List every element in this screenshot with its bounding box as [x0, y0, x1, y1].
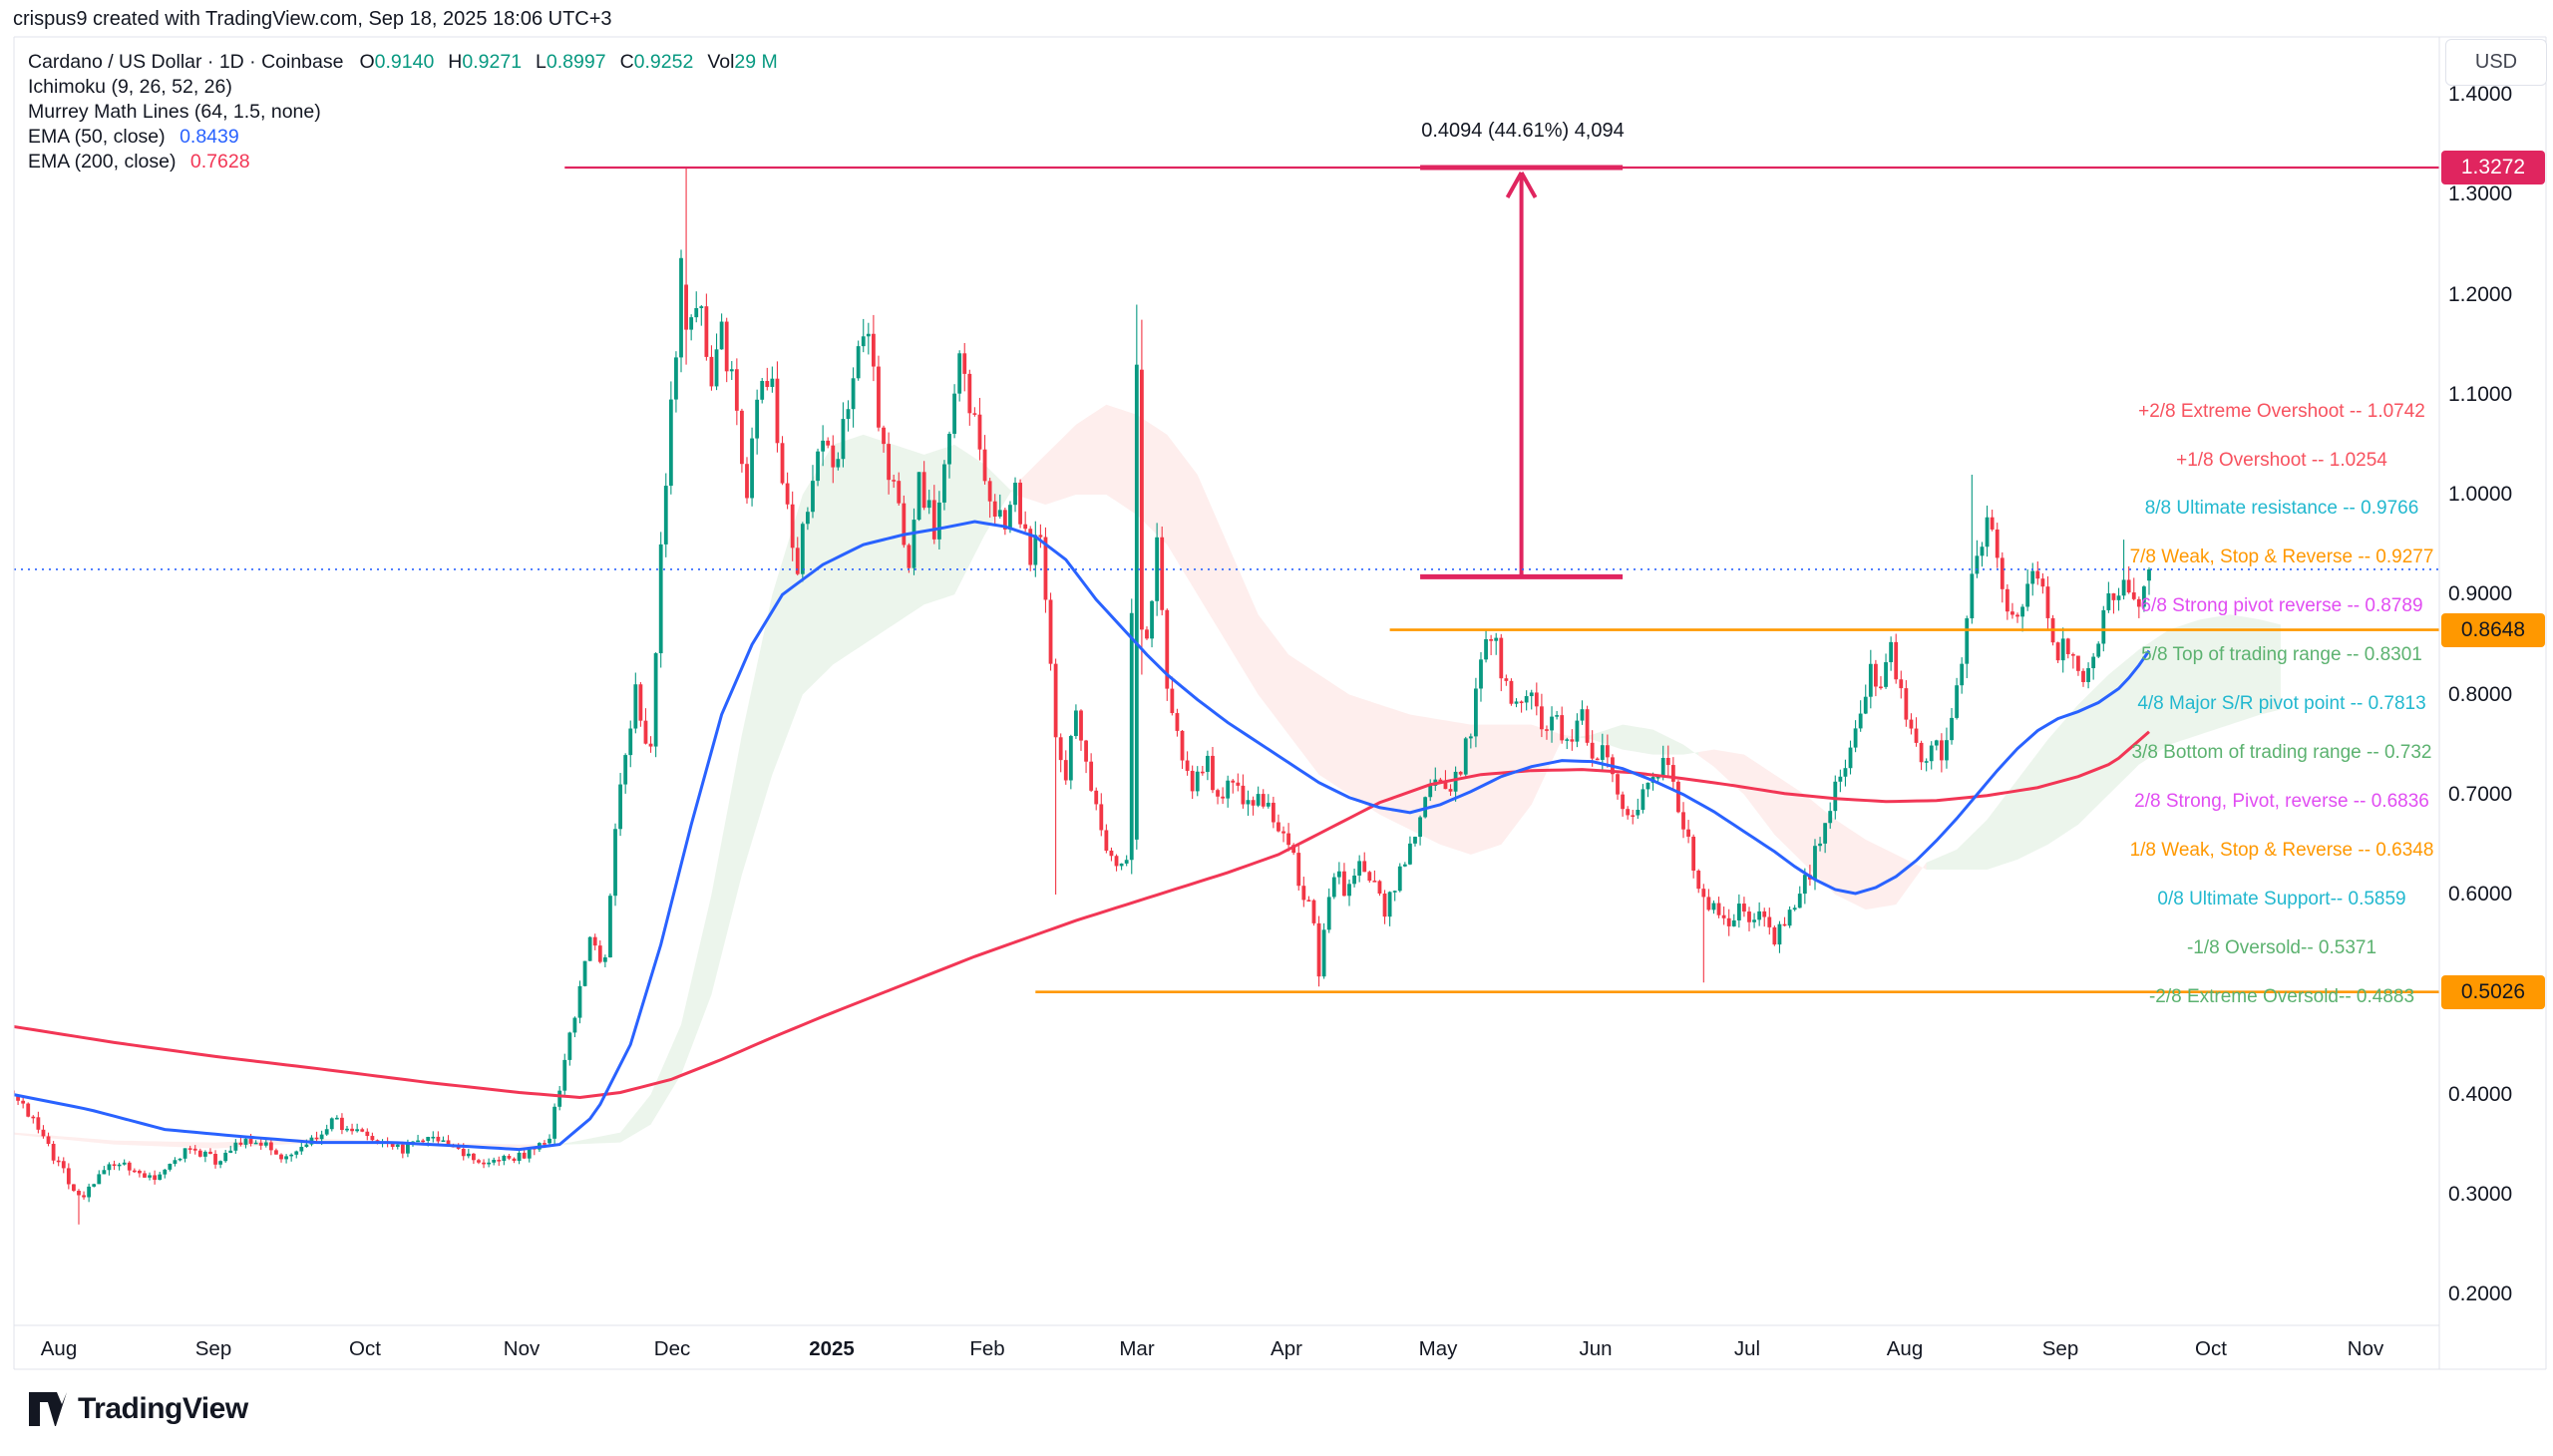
murrey-label-0.6836: 2/8 Strong, Pivot, reverse -- 0.6836: [2134, 791, 2429, 813]
month-label-Nov: Nov: [2347, 1337, 2384, 1360]
ohlc-h: H0.9271: [448, 51, 523, 73]
price-badge-0.5026: 0.5026: [2441, 974, 2545, 1009]
price-tick-0.2000: 0.2000: [2448, 1282, 2513, 1305]
murrey-label-1.0742: +2/8 Extreme Overshoot -- 1.0742: [2138, 400, 2425, 422]
month-label-Oct: Oct: [2195, 1337, 2227, 1360]
chart-legend: Cardano / US Dollar · 1D · Coinbase O0.9…: [28, 50, 778, 175]
month-label-May: May: [1418, 1337, 1458, 1360]
murrey-label-0.5859: 0/8 Ultimate Support-- 0.5859: [2157, 889, 2406, 910]
price-tick-0.3000: 0.3000: [2448, 1182, 2513, 1206]
symbol-row[interactable]: Cardano / US Dollar · 1D · Coinbase O0.9…: [28, 50, 778, 75]
ema200-value: 0.7628: [189, 151, 250, 173]
price-range-annotation[interactable]: 0.4094 (44.61%) 4,094: [1421, 120, 1625, 142]
month-label-Sep: Sep: [194, 1337, 232, 1360]
ohlc-l: L0.8997: [536, 51, 606, 73]
price-range-arrow[interactable]: [1420, 165, 1624, 579]
murrey-label-0.5371: -1/8 Oversold-- 0.5371: [2186, 937, 2377, 959]
price-tick-0.6000: 0.6000: [2448, 883, 2513, 906]
tradingview-logo-text: TradingView: [78, 1392, 248, 1425]
price-tick-1.2000: 1.2000: [2448, 282, 2513, 306]
month-label-2025: 2025: [809, 1337, 855, 1360]
month-label-Feb: Feb: [969, 1337, 1005, 1360]
month-label-Aug: Aug: [1886, 1337, 1924, 1360]
ohlc-values: O0.9140 H0.9271 L0.8997 C0.9252 Vol29 M: [359, 50, 777, 75]
murrey-label-1.0254: +1/8 Overshoot -- 1.0254: [2176, 449, 2387, 471]
month-label-Jun: Jun: [1579, 1337, 1613, 1360]
month-label-Apr: Apr: [1271, 1337, 1302, 1360]
price-tick-0.8000: 0.8000: [2448, 682, 2513, 706]
currency-usd-button[interactable]: USD: [2445, 39, 2547, 86]
murrey-label-0.8301: 5/8 Top of trading range -- 0.8301: [2141, 644, 2422, 666]
ema200-label: EMA (200, close): [28, 151, 177, 173]
price-tick-1.1000: 1.1000: [2448, 382, 2513, 406]
price-tick-0.9000: 0.9000: [2448, 582, 2513, 606]
candles: [14, 167, 2151, 1225]
murrey-label-0.9277: 7/8 Weak, Stop & Reverse -- 0.9277: [2129, 546, 2434, 568]
ohlc-vol: Vol29 M: [707, 51, 778, 73]
ichimoku-cloud-bullish: [554, 434, 1016, 1145]
ichimoku-cloud-bearish: [1698, 749, 1927, 910]
tradingview-logo[interactable]: TradingView: [28, 1390, 248, 1428]
month-label-Nov: Nov: [503, 1337, 541, 1360]
ichimoku-cloud-bullish: [1926, 614, 2281, 870]
price-badge-1.3272: 1.3272: [2441, 150, 2545, 184]
murrey-label-0.6348: 1/8 Weak, Stop & Reverse -- 0.6348: [2129, 840, 2434, 862]
ohlc-o: O0.9140: [359, 51, 435, 73]
month-label-Oct: Oct: [349, 1337, 381, 1360]
attribution-text: crispus9 created with TradingView.com, S…: [13, 8, 612, 30]
symbol-title: Cardano / US Dollar · 1D · Coinbase: [28, 51, 344, 73]
ohlc-c: C0.9252: [619, 51, 694, 73]
ema200-line[interactable]: [13, 730, 2150, 1100]
indicator-ema50[interactable]: EMA (50, close) 0.8439: [28, 125, 778, 150]
indicator-ichimoku[interactable]: Ichimoku (9, 26, 52, 26): [28, 76, 232, 98]
month-label-Aug: Aug: [40, 1337, 78, 1360]
month-label-Mar: Mar: [1119, 1337, 1155, 1360]
murrey-label-0.9766: 8/8 Ultimate resistance -- 0.9766: [2144, 498, 2419, 520]
murrey-label-0.7813: 4/8 Major S/R pivot point -- 0.7813: [2137, 693, 2426, 715]
ema50-line[interactable]: [13, 520, 2151, 1152]
ema50-value: 0.8439: [180, 126, 239, 148]
price-tick-1.0000: 1.0000: [2448, 483, 2513, 506]
murrey-label-0.7324: 3/8 Bottom of trading range -- 0.732: [2131, 742, 2432, 764]
month-label-Sep: Sep: [2041, 1337, 2079, 1360]
indicator-ema200[interactable]: EMA (200, close) 0.7628: [28, 150, 778, 175]
price-tick-0.4000: 0.4000: [2448, 1082, 2513, 1106]
price-tick-1.4000: 1.4000: [2448, 83, 2513, 106]
price-tick-1.3000: 1.3000: [2448, 182, 2513, 206]
tradingview-logo-icon: [29, 1392, 67, 1426]
price-tick-0.7000: 0.7000: [2448, 782, 2513, 806]
month-label-Dec: Dec: [653, 1337, 691, 1360]
price-badge-0.8648: 0.8648: [2441, 612, 2545, 647]
indicator-murrey[interactable]: Murrey Math Lines (64, 1.5, none): [28, 101, 321, 123]
murrey-label-0.4883: -2/8 Extreme Oversold-- 0.4883: [2148, 985, 2415, 1007]
ichimoku-cloud-bearish: [1015, 404, 1578, 855]
murrey-label-0.8789: 6/8 Strong pivot reverse -- 0.8789: [2140, 595, 2423, 617]
ichimoku-cloud-bullish: [1577, 724, 1699, 756]
month-label-Jul: Jul: [1733, 1337, 1761, 1360]
ema50-label: EMA (50, close): [28, 126, 166, 148]
